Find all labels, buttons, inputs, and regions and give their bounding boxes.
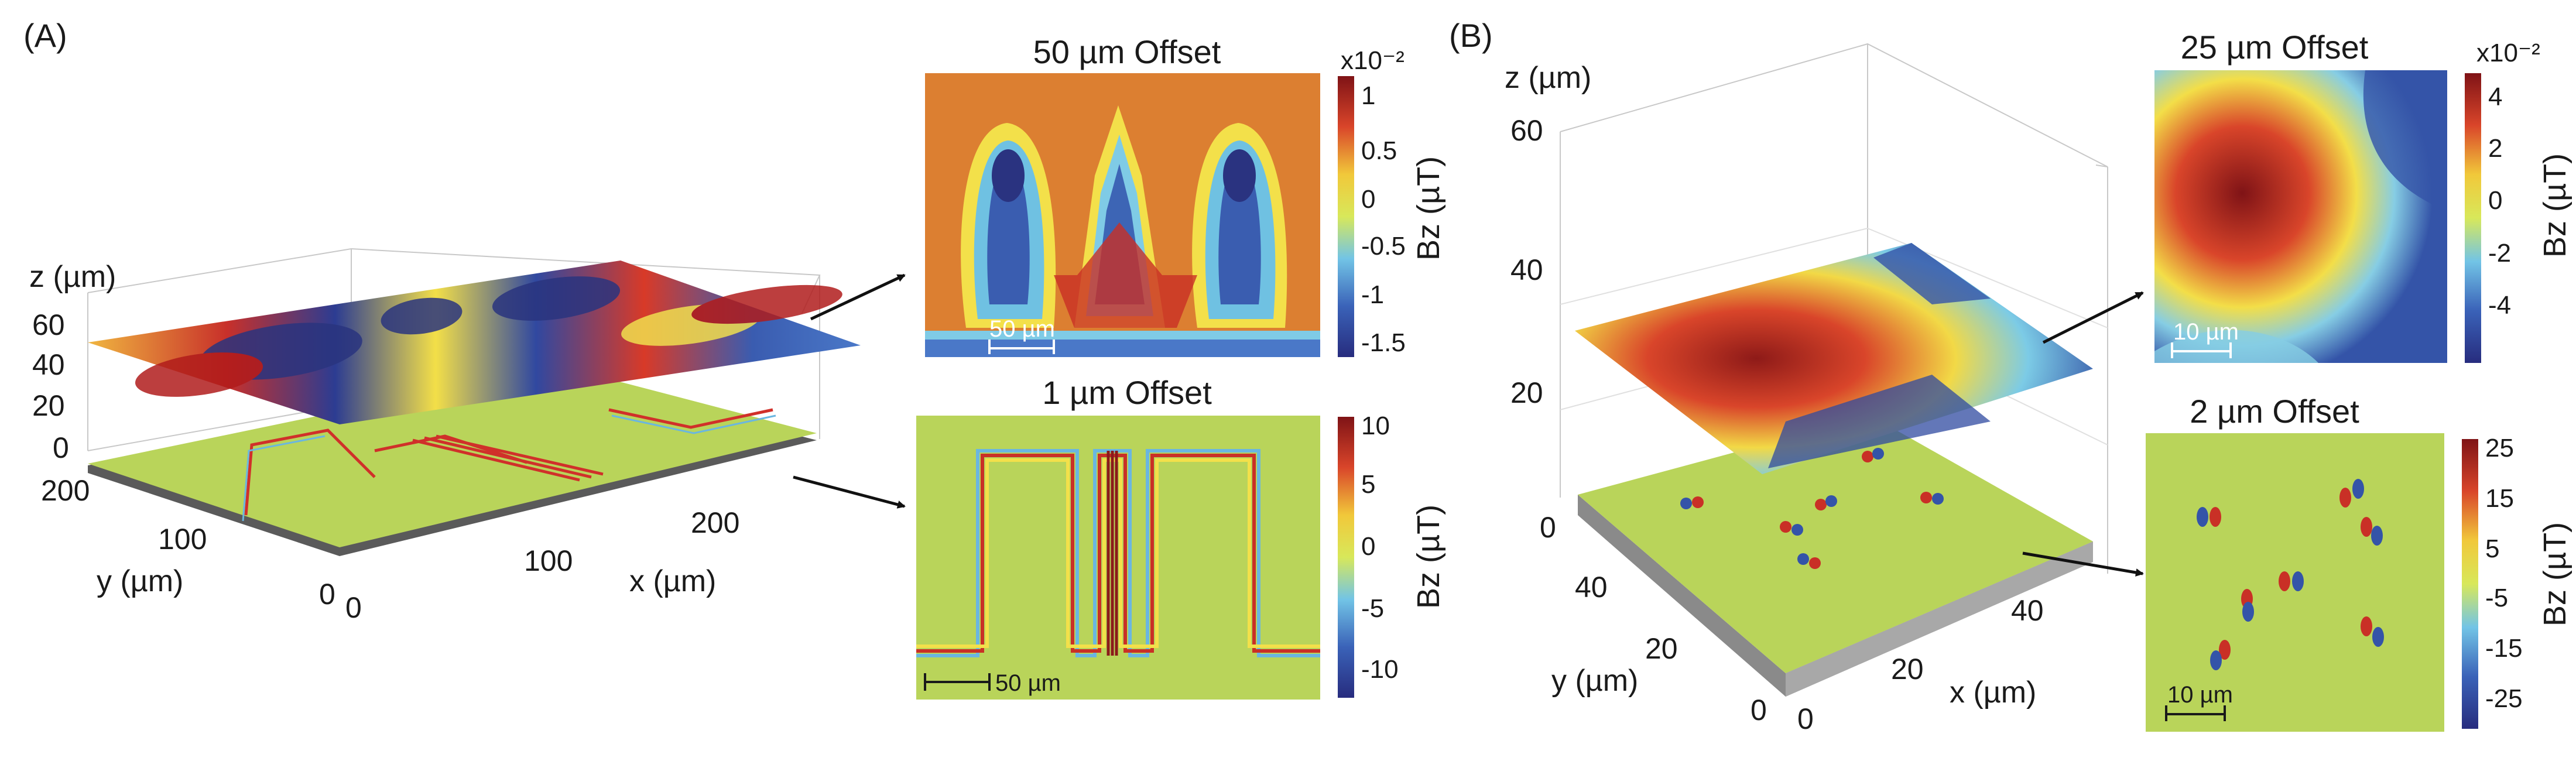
panel-a-inset-top: 50 µm Offset 50 µm x10⁻² xyxy=(925,33,1446,357)
panel-a-z-tick: 40 xyxy=(32,348,65,381)
panel-b-y-tick: 20 xyxy=(1645,632,1678,665)
inset-a-bottom-colorbar: 10 5 0 -5 -10 Bz (µT) xyxy=(1338,412,1446,698)
inset-b-top-title: 25 µm Offset xyxy=(2181,29,2369,66)
panel-a-y-tick: 0 xyxy=(319,578,335,611)
inset-b-bottom-title: 2 µm Offset xyxy=(2190,393,2359,430)
colorbar-tick: -1.5 xyxy=(1361,328,1406,357)
colorbar-tick: 5 xyxy=(2485,534,2499,563)
inset-a-bottom-scale-label: 50 µm xyxy=(995,670,1061,696)
colorbar-label: Bz (µT) xyxy=(2537,522,2572,626)
colorbar-tick: 0 xyxy=(2488,186,2502,215)
colorbar-tick: 0 xyxy=(1361,185,1375,214)
panel-b-arrow-top xyxy=(2043,293,2143,342)
colorbar-tick: -0.5 xyxy=(1361,232,1406,260)
panel-b-inset-top: 25 µm Offset 10 µm x10⁻² 4 2 0 -2 -4 Bz … xyxy=(2154,29,2572,363)
colorbar-label: Bz (µT) xyxy=(1411,156,1446,260)
colorbar-tick: -5 xyxy=(1361,594,1384,623)
panel-a-y-tick: 200 xyxy=(41,474,90,507)
panel-a-z-tick: 20 xyxy=(32,389,65,422)
colorbar-tick: 2 xyxy=(2488,134,2502,163)
panel-b-z-tick: 0 xyxy=(1540,511,1556,544)
panel-a-y-axis-label: y (µm) xyxy=(97,564,183,598)
inset-a-top-scale-bar: 50 µm xyxy=(989,316,1055,354)
panel-a-top-plane xyxy=(88,260,861,424)
inset-b-bottom-colorbar: 25 15 5 -5 -15 -25 Bz (µT) xyxy=(2462,434,2572,729)
panel-a-3d-plot: z (µm) 60 40 20 0 200 100 0 y (µm) 0 100… xyxy=(29,249,861,624)
inset-a-top-title: 50 µm Offset xyxy=(1033,33,1221,70)
colorbar-tick: 0.5 xyxy=(1361,136,1397,165)
panel-b-x-axis-label: x (µm) xyxy=(1950,676,2036,709)
panel-a-z-axis-label: z (µm) xyxy=(29,260,116,294)
inset-a-bottom-title: 1 µm Offset xyxy=(1042,374,1212,411)
panel-b-x-tick: 40 xyxy=(2011,594,2044,627)
colorbar-tick: 0 xyxy=(1361,532,1375,561)
colorbar-tick: 15 xyxy=(2485,484,2514,513)
panel-b-z-tick: 20 xyxy=(1510,376,1543,409)
panel-a-z-tick: 0 xyxy=(53,431,69,464)
colorbar-tick: -1 xyxy=(1361,280,1384,309)
inset-b-bottom-scale-bar: 10 µm xyxy=(2166,682,2233,721)
panel-b-y-axis-label: y (µm) xyxy=(1551,664,1638,698)
colorbar-tick: -4 xyxy=(2488,291,2511,320)
colorbar-label: Bz (µT) xyxy=(2537,153,2572,258)
colorbar-tick: -10 xyxy=(1361,655,1399,684)
colorbar-tick: 5 xyxy=(1361,470,1375,499)
panel-b-inset-bottom: 2 µm Offset 10 µm 25 15 5 -5 -15 -25 Bz … xyxy=(2146,393,2572,732)
inset-a-top-scale-label: 50 µm xyxy=(989,316,1055,342)
colorbar-tick: 25 xyxy=(2485,434,2514,462)
colorbar-tick: -2 xyxy=(2488,239,2511,268)
panel-a-x-tick: 200 xyxy=(691,506,739,539)
panel-b-x-tick: 0 xyxy=(1797,702,1814,735)
colorbar-tick: -15 xyxy=(2485,634,2523,663)
panel-a-label: (A) xyxy=(23,17,67,54)
panel-b-z-tick: 40 xyxy=(1510,253,1543,286)
inset-b-bottom-scale-label: 10 µm xyxy=(2167,682,2233,708)
inset-b-top-scale-label: 10 µm xyxy=(2173,319,2239,345)
panel-a-arrow-bottom xyxy=(793,477,905,506)
panel-b-3d-plot: z (µm) 60 40 20 0 40 20 0 y (µm) 0 20 40… xyxy=(1505,44,2108,735)
panel-a-y-tick: 100 xyxy=(158,523,207,556)
panel-a-x-tick: 100 xyxy=(524,544,573,577)
panel-b-y-tick: 40 xyxy=(1575,571,1608,604)
panel-a-x-tick: 0 xyxy=(345,591,362,624)
panel-b-z-axis-label: z (µm) xyxy=(1505,61,1591,95)
inset-b-top-scale-bar: 10 µm xyxy=(2172,319,2239,358)
colorbar-exponent: x10⁻² xyxy=(2476,39,2540,67)
panel-a-inset-bottom: 1 µm Offset 50 µm 10 5 0 -5 -10 Bz (µT) xyxy=(916,374,1446,700)
panel-b-x-tick: 20 xyxy=(1891,653,1924,685)
panel-a-x-axis-label: x (µm) xyxy=(629,564,716,598)
colorbar-label: Bz (µT) xyxy=(1411,505,1446,609)
panel-b-z-tick: 60 xyxy=(1510,114,1543,147)
colorbar-tick: -25 xyxy=(2485,684,2523,713)
panel-b-label: (B) xyxy=(1449,17,1493,54)
colorbar-tick: 4 xyxy=(2488,83,2502,111)
colorbar-tick: 10 xyxy=(1361,412,1390,440)
panel-b-y-tick: 0 xyxy=(1751,694,1767,726)
inset-a-top-colorbar: x10⁻² 1 0.5 0 -0.5 -1 -1.5 Bz (µT) xyxy=(1338,46,1446,357)
inset-b-top-colorbar: x10⁻² 4 2 0 -2 -4 Bz (µT) xyxy=(2465,39,2572,363)
colorbar-exponent: x10⁻² xyxy=(1341,46,1405,75)
panel-a-z-tick: 60 xyxy=(32,308,65,341)
colorbar-tick: -5 xyxy=(2485,584,2508,612)
colorbar-tick: 1 xyxy=(1361,81,1375,110)
